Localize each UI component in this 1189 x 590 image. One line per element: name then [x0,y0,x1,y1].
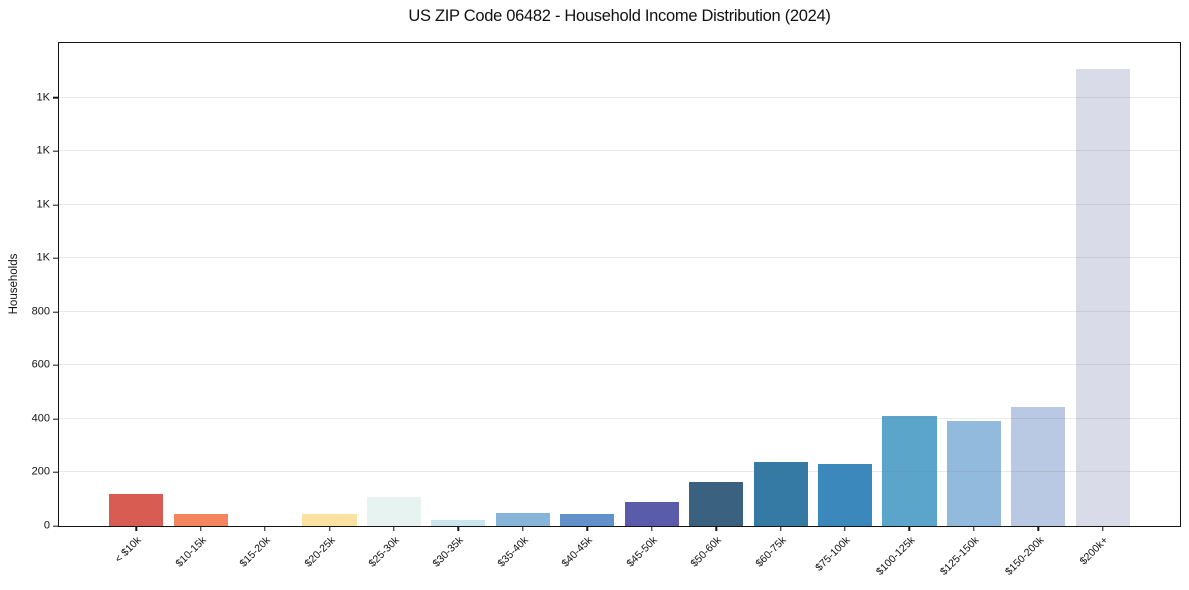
bar [302,513,357,526]
bar [753,461,808,526]
x-tick-label: $15-20k [237,534,273,570]
x-tick-label: $45-50k [624,534,660,570]
x-tick-mark [199,526,202,531]
x-tick-mark [715,526,717,531]
x-tick-label: $60-75k [753,534,789,570]
plot-area: < $10k $10-15k $15-20k $20-25k $25-30k $30-35… [32,42,1181,578]
x-tick-mark [393,526,395,531]
bar-slot: $60-75k [748,43,812,570]
y-tick-label: 800 [31,305,50,318]
bar [1075,68,1130,526]
bar-slot: $75-100k [813,43,877,574]
x-tick-label: $75-100k [813,534,853,574]
bar-slot: $45-50k [620,43,684,570]
x-tick-label: $25-30k [366,534,402,570]
bar [495,513,550,526]
bar-slot: $100-125k [874,43,941,578]
bar-slot: $10-15k [168,43,232,570]
x-tick-label: $150-200k [1002,534,1047,578]
bar [366,496,422,526]
x-tick-label: $100-125k [873,534,918,578]
x-tick-label: $35-40k [495,534,531,570]
y-tick-label: 1K [36,251,50,264]
y-tick-label: 1K [36,144,50,157]
bar-slot: $30-35k [426,43,490,570]
bar-slot: $35-40k [491,43,555,570]
y-tick-mark [53,97,58,99]
bar-slot: $20-25k [297,43,361,570]
x-tick-label: $50-60k [688,534,724,570]
x-tick-mark [586,526,588,531]
x-tick-mark [1037,526,1040,531]
bar-slot: $25-30k [362,43,426,570]
x-tick-label: $200k+ [1077,534,1111,568]
bar [109,493,164,526]
bar [624,501,679,526]
x-tick-mark [908,526,911,531]
y-tick-label: 200 [31,465,50,478]
bar [946,421,1001,526]
y-tick-label: 0 [43,519,50,532]
bar-slot: < $10k [104,43,168,565]
y-tick-mark [53,204,58,206]
x-tick-label: $10-15k [173,534,209,570]
bar [173,513,228,526]
y-tick-mark [53,311,58,313]
x-tick-label: $40-45k [559,534,596,570]
x-tick-mark [328,526,331,531]
y-tick-mark [53,471,58,474]
bar [431,520,486,526]
y-tick-label: 1K [36,198,50,211]
x-tick-mark [1102,526,1104,531]
x-tick-mark [973,526,975,531]
bar [817,463,873,526]
x-tick-label: $20-25k [301,534,338,570]
bar [560,514,615,526]
x-tick-mark [522,526,524,531]
y-tick-mark [53,150,58,153]
bar-slot: $50-60k [684,43,748,570]
bar-slot: $15-20k [233,43,297,570]
x-tick-mark [264,526,266,531]
bar-slot: $125-150k [938,43,1006,578]
y-tick-label: 1K [36,91,50,104]
y-tick-mark [53,257,58,260]
bar-series: < $10k $10-15k $15-20k $20-25k $25-30k $30-35… [59,43,1180,578]
x-tick-mark [135,526,137,531]
x-tick-mark [844,526,846,531]
x-tick-label: $125-150k [938,534,982,578]
bar [882,416,937,526]
bar [689,481,744,526]
x-tick-label: $30-35k [430,534,467,570]
bar-slot: $150-200k [1003,43,1070,578]
x-tick-mark [779,526,782,531]
chart-title: US ZIP Code 06482 - Household Income Dis… [408,7,831,25]
y-axis-title: Households [8,253,20,315]
x-tick-mark [651,526,653,531]
y-tick-mark [53,364,58,367]
bar-slot: $40-45k [555,43,619,570]
y-tick-label: 400 [31,412,50,425]
x-tick-mark [457,526,460,531]
bar-slot: $200k+ [1071,43,1135,567]
y-tick-label: 600 [31,358,50,371]
y-tick-mark [53,525,58,527]
y-tick-mark [53,418,58,420]
bar [1011,407,1066,526]
x-tick-label: < $10k [113,534,144,566]
